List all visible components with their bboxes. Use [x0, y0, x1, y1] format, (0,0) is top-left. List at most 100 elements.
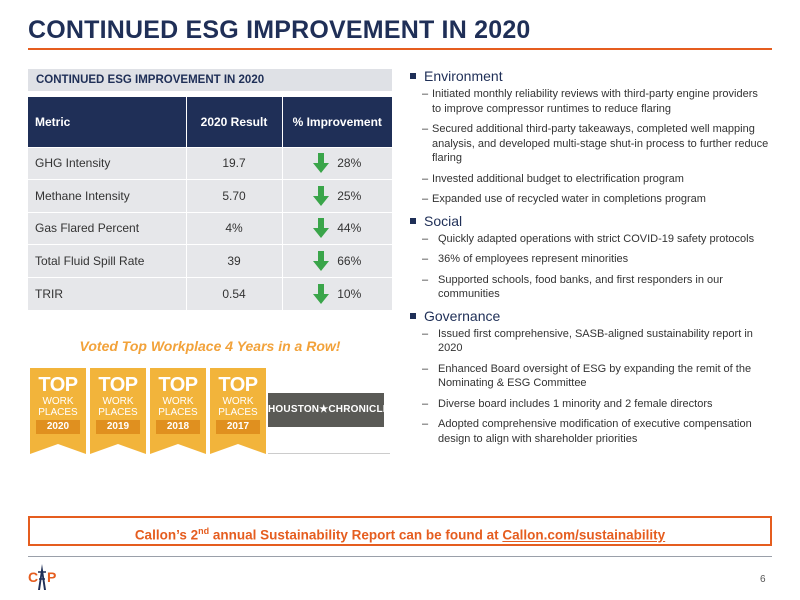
- table-row: Gas Flared Percent 4% 44%: [28, 212, 392, 245]
- list-item: – Secured additional third-party takeaway…: [410, 122, 770, 166]
- metric-cell: GHG Intensity: [28, 147, 187, 180]
- callout-prefix: Callon’s 2: [134, 527, 199, 543]
- list-item-text: Issued first comprehensive, SASB-aligned…: [438, 327, 753, 355]
- list-item: – Issued first comprehensive, SASB-aligne…: [410, 327, 770, 356]
- list-item: – Supported schools, food banks, and firs…: [410, 273, 770, 302]
- list-item-text: Supported schools, food banks, and first…: [438, 273, 723, 301]
- top-workplace-badge: TOP WORK PLACES 2020: [30, 368, 86, 454]
- dash-bullet: –: [422, 232, 429, 245]
- list-item: – Expanded use of recycled water in compl…: [410, 192, 770, 207]
- metric-cell: Methane Intensity: [28, 179, 187, 212]
- badge-work: WORK: [42, 396, 74, 407]
- badge-notch: [150, 444, 206, 454]
- top-workplace-badge: TOP WORK PLACES 2019: [90, 368, 146, 454]
- dash-bullet: –: [422, 123, 429, 135]
- section-label: Social: [424, 212, 463, 229]
- list-item-text: Initiated monthly reliability reviews wi…: [432, 88, 758, 115]
- improvement-value: 10%: [337, 286, 362, 301]
- improvement-cell: 10%: [282, 277, 392, 310]
- callout-superscript: nd: [198, 526, 210, 536]
- dash-bullet: –: [422, 172, 429, 185]
- list-item-text: Quickly adapted operations with strict C…: [438, 232, 755, 245]
- list-item-text: Expanded use of recycled water in comple…: [432, 193, 706, 205]
- list-item: – Enhanced Board oversight of ESG by expa…: [410, 362, 770, 391]
- dash-bullet: –: [422, 88, 429, 100]
- dash-bullet: –: [422, 397, 429, 410]
- badge-year: 2017: [216, 420, 260, 434]
- down-arrow-icon: [313, 218, 330, 239]
- badge-notch: [210, 444, 266, 454]
- list-item: – Diverse board includes 1 minority and 2…: [410, 397, 770, 412]
- badge-baseline: [268, 453, 390, 454]
- improvement-value: 66%: [337, 253, 362, 268]
- square-bullet-icon: [410, 73, 416, 79]
- header-improvement: % Improvement: [292, 114, 382, 129]
- badge-top: TOP: [218, 374, 258, 396]
- result-cell: 19.7: [186, 147, 283, 180]
- badge-top: TOP: [158, 374, 198, 396]
- awards-badges: TOP WORK PLACES 2020 TOP WORK PLACES 2019 TOP WOR…: [30, 368, 390, 456]
- improvement-value: 25%: [337, 188, 362, 203]
- esg-table-panel: CONTINUED ESG IMPROVEMENT IN 2020 Metric…: [28, 69, 392, 310]
- badge-year: 2018: [156, 420, 200, 434]
- badge-notch: [30, 444, 86, 454]
- badge-places: PLACES: [98, 407, 138, 418]
- improvement-value: 44%: [337, 221, 362, 236]
- result-cell: 39: [186, 244, 283, 277]
- svg-text:P: P: [47, 569, 56, 585]
- list-item: – Invested additional budget to electrifi…: [410, 172, 770, 187]
- list-item-text: Invested additional budget to electrific…: [432, 172, 684, 185]
- sustainability-link[interactable]: Callon.com/sustainability: [502, 527, 666, 543]
- result-cell: 0.54: [186, 277, 283, 310]
- improvement-value: 28%: [337, 156, 362, 171]
- down-arrow-icon: [313, 185, 330, 206]
- metric-cell: Total Fluid Spill Rate: [28, 244, 187, 277]
- page-title: CONTINUED ESG IMPROVEMENT IN 2020: [28, 16, 531, 44]
- badge-year: 2020: [36, 420, 80, 434]
- page-number: 6: [760, 574, 766, 585]
- badge-places: PLACES: [158, 407, 198, 418]
- list-item: –36% of employees represent minorities: [410, 252, 770, 267]
- top-workplace-badge: TOP WORK PLACES 2017: [210, 368, 266, 454]
- top-workplace-badge: TOP WORK PLACES 2018: [150, 368, 206, 454]
- section-heading: Governance: [410, 308, 770, 324]
- section-label: Governance: [424, 307, 501, 324]
- list-item-text: Enhanced Board oversight of ESG by expan…: [438, 362, 752, 390]
- header-metric: Metric: [28, 97, 187, 147]
- esg-metrics-table: Metric 2020 Result % Improvement GHG Int…: [28, 97, 392, 310]
- dash-bullet: –: [422, 327, 429, 340]
- callon-logo-icon: C P: [28, 564, 56, 590]
- callout-middle: annual Sustainability Report can be foun…: [209, 527, 503, 543]
- section-heading: Environment: [410, 68, 770, 84]
- table-row: Total Fluid Spill Rate 39 66%: [28, 244, 392, 277]
- badge-places: PLACES: [218, 407, 258, 418]
- awards-heading: Voted Top Workplace 4 Years in a Row!: [79, 338, 341, 354]
- improvement-cell: 44%: [282, 212, 392, 245]
- table-row: GHG Intensity 19.7 28%: [28, 147, 392, 180]
- dash-bullet: –: [422, 273, 429, 286]
- svg-text:C: C: [28, 569, 38, 585]
- badge-top: TOP: [38, 374, 78, 396]
- title-divider: [28, 48, 772, 50]
- down-arrow-icon: [313, 250, 330, 271]
- badge-top: TOP: [98, 374, 138, 396]
- metric-cell: Gas Flared Percent: [28, 212, 187, 245]
- header-result: 2020 Result: [186, 97, 283, 147]
- badge-work: WORK: [222, 396, 254, 407]
- table-header-row: Metric 2020 Result % Improvement: [28, 97, 392, 147]
- list-item-text: Secured additional third-party takeaways…: [432, 123, 769, 164]
- footer-divider: [28, 556, 772, 557]
- badge-notch: [90, 444, 146, 454]
- improvement-cell: 25%: [282, 180, 392, 213]
- improvement-cell: 28%: [282, 147, 392, 180]
- list-item: – Initiated monthly reliability reviews w…: [410, 87, 770, 116]
- dash-bullet: –: [422, 193, 429, 205]
- table-row: TRIR 0.54 10%: [28, 277, 392, 310]
- report-callout: Callon’s 2nd annual Sustainability Repor…: [28, 516, 772, 546]
- list-item: – Adopted comprehensive modification of e…: [410, 417, 770, 446]
- down-arrow-icon: [313, 153, 330, 174]
- section-label: Environment: [424, 68, 503, 84]
- metric-cell: TRIR: [28, 277, 187, 310]
- list-item-text: 36% of employees represent minorities: [438, 253, 629, 265]
- table-row: Methane Intensity 5.70 25%: [28, 179, 392, 213]
